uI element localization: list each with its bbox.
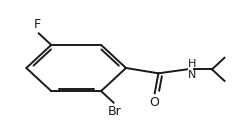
- Text: N: N: [188, 70, 197, 80]
- Text: Br: Br: [108, 105, 122, 118]
- Text: O: O: [149, 96, 159, 109]
- Text: H: H: [188, 59, 197, 69]
- Text: F: F: [34, 18, 41, 31]
